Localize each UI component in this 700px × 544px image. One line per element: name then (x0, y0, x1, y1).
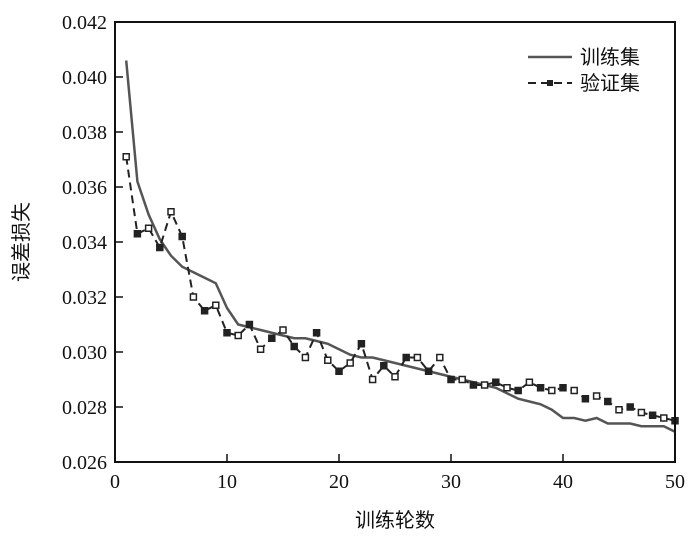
x-tick-label: 0 (110, 471, 120, 493)
validation-point (234, 331, 242, 340)
validation-point (122, 153, 130, 161)
validation-point (256, 345, 265, 353)
plot-frame (114, 21, 676, 463)
validation-point (592, 392, 601, 400)
validation-point (133, 230, 142, 238)
validation-point (581, 395, 590, 403)
validation-point (144, 224, 153, 232)
validation-point (548, 386, 556, 395)
training-line (124, 60, 676, 433)
y-axis-label: 误差损失 (9, 202, 33, 282)
validation-point (212, 301, 220, 309)
validation-point (200, 307, 209, 315)
validation-line (125, 156, 676, 422)
x-axis-label: 训练轮数 (355, 508, 435, 532)
validation-point (615, 406, 623, 414)
y-tick-label: 0.030 (62, 342, 107, 364)
validation-point (279, 326, 287, 334)
validation-point (525, 378, 534, 386)
validation-point (156, 243, 164, 252)
validation-point (368, 375, 377, 384)
validation-point (335, 367, 343, 375)
validation-point (514, 386, 522, 395)
validation-point (436, 353, 444, 362)
validation-point (290, 342, 298, 351)
validation-point (503, 384, 511, 392)
validation-point (178, 232, 186, 241)
validation-point (312, 329, 321, 337)
validation-point (413, 353, 422, 362)
validation-point (469, 381, 478, 389)
x-tick-label: 30 (441, 471, 461, 493)
validation-point (637, 408, 646, 417)
validation-point (357, 340, 366, 348)
y-tick-label: 0.042 (62, 12, 107, 34)
validation-point (660, 414, 668, 422)
validation-point (391, 373, 399, 381)
validation-point (346, 359, 354, 367)
x-tick-label: 20 (329, 471, 349, 493)
x-tick-label: 40 (553, 471, 573, 493)
validation-point (447, 375, 455, 384)
validation-point (492, 378, 500, 386)
legend: 训练集 验证集 (528, 45, 640, 95)
validation-point (189, 293, 198, 301)
legend-train-label: 训练集 (580, 45, 640, 69)
validation-point (301, 353, 310, 362)
validation-point (167, 208, 175, 216)
y-tick-label: 0.032 (62, 287, 107, 309)
y-tick-label: 0.036 (62, 177, 107, 199)
validation-point (570, 386, 578, 395)
validation-point (324, 356, 332, 364)
x-tick-label: 10 (217, 471, 237, 493)
legend-val-label: 验证集 (580, 71, 640, 95)
validation-point (424, 367, 433, 375)
validation-point (458, 375, 466, 384)
validation-point (245, 320, 254, 329)
y-tick-label: 0.040 (62, 67, 107, 89)
validation-point (268, 334, 276, 342)
validation-point (223, 329, 231, 337)
y-tick-label: 0.038 (62, 122, 107, 144)
validation-point (480, 381, 489, 389)
x-tick-label: 50 (665, 471, 685, 493)
validation-point (604, 397, 612, 406)
y-tick-label: 0.028 (62, 397, 107, 419)
y-tick-label: 0.026 (62, 452, 107, 474)
validation-point (402, 353, 410, 362)
validation-point (536, 384, 545, 392)
validation-point (648, 411, 657, 419)
validation-point (559, 384, 567, 392)
y-tick-label: 0.034 (62, 232, 107, 254)
validation-point (626, 403, 634, 411)
legend-val-marker (547, 80, 553, 86)
validation-point (380, 362, 388, 370)
